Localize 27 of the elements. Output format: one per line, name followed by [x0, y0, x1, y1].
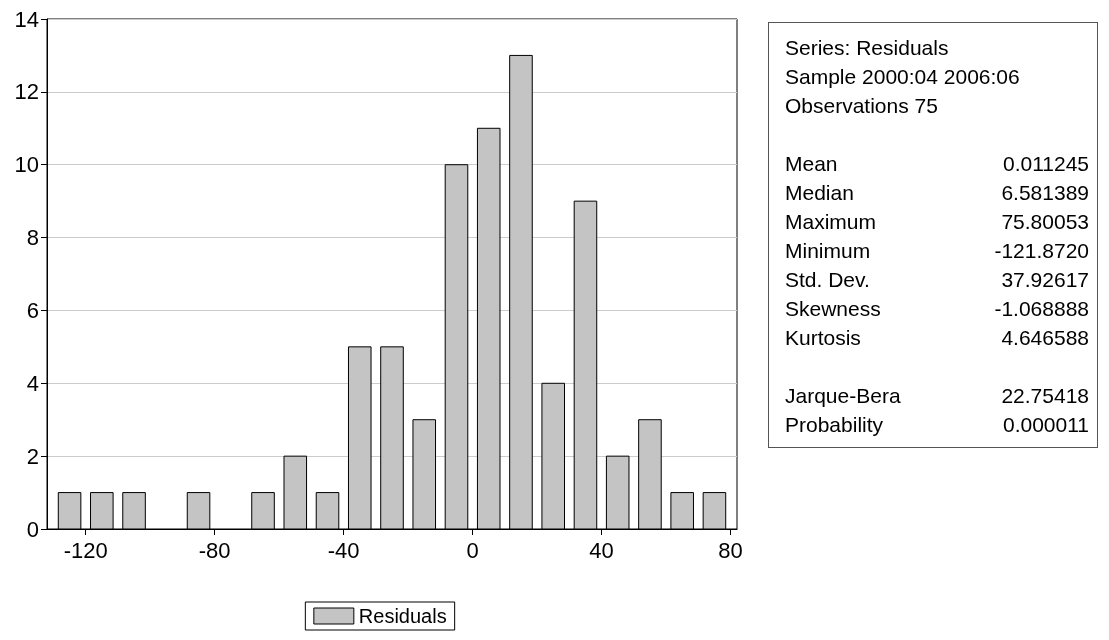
text: Probability 0.000011: [785, 413, 1089, 436]
y-tick-label: 0: [26, 516, 39, 542]
x-tick-label: 0: [466, 537, 479, 563]
y-tick-label: 2: [26, 443, 39, 469]
y-tick-label: 4: [26, 370, 39, 396]
y-tick-label: 6: [26, 297, 39, 323]
text: Series: Residuals: [785, 35, 950, 61]
x-tick-label: 40: [589, 537, 614, 563]
text: Observations 75: [785, 93, 939, 119]
x-tick-label: 80: [718, 537, 743, 563]
y-tick-label: 8: [26, 225, 39, 251]
y-tick-label: 10: [14, 152, 39, 178]
text: Sample 2000:04 2006:06: [785, 64, 1021, 90]
text: Skewness -1.068888: [785, 297, 1089, 320]
y-tick-label: 12: [14, 79, 39, 105]
text: Median 6.581389: [785, 181, 1089, 204]
text: Std. Dev. 37.92617: [785, 268, 1089, 291]
x-tick-label: -80: [198, 537, 231, 563]
text: Jarque-Bera 22.75418: [785, 384, 1089, 407]
text: Minimum -121.8720: [785, 239, 1089, 262]
text: Mean 0.011245: [785, 152, 1089, 175]
x-tick-label: -120: [63, 537, 108, 563]
text: Maximum 75.80053: [785, 210, 1089, 233]
legend-label: Residuals: [358, 605, 447, 627]
x-tick-label: -40: [327, 537, 360, 563]
y-tick-label: 14: [14, 6, 39, 32]
text: Kurtosis 4.646588: [785, 326, 1089, 349]
